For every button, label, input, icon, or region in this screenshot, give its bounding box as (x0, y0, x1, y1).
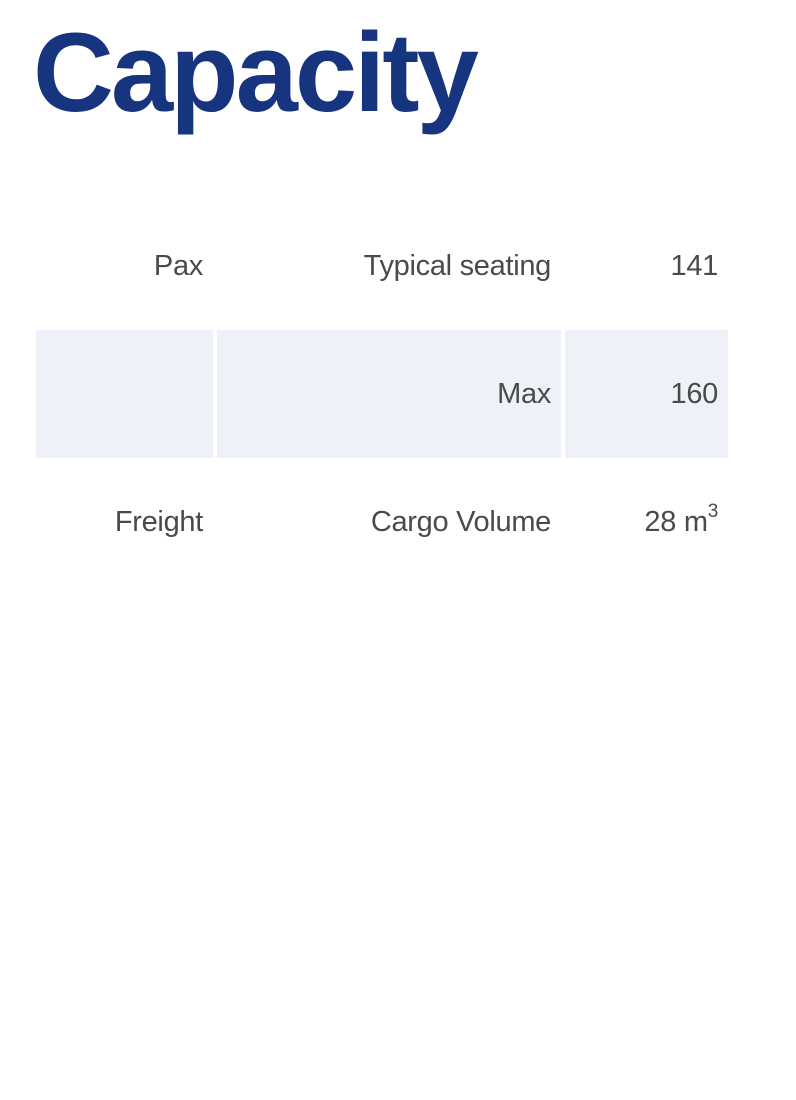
value-number: 28 (644, 505, 677, 538)
table-row-typical-seating: Pax Typical seating 141 (36, 202, 728, 330)
table-row-cargo-volume: Freight Cargo Volume 28 m3 (36, 458, 728, 586)
row-category: Pax (153, 249, 203, 282)
row-category (36, 330, 213, 458)
value-number: 160 (670, 377, 719, 410)
row-value: 160 (565, 330, 728, 458)
value-unit: m (683, 505, 708, 538)
capacity-table: Pax Typical seating 141 Max 160 Freight … (32, 202, 732, 586)
row-value: 141 (565, 202, 728, 330)
table-row-max: Max 160 (36, 330, 728, 458)
row-attribute: Cargo Volume (370, 505, 551, 538)
row-category: Freight (114, 505, 203, 538)
value-number: 141 (670, 249, 719, 282)
row-attribute: Max (217, 330, 561, 458)
row-attribute: Typical seating (363, 249, 552, 282)
row-value: 28 m3 (565, 458, 728, 586)
value-unit-exponent: 3 (707, 500, 719, 522)
page-title: Capacity (33, 10, 479, 135)
